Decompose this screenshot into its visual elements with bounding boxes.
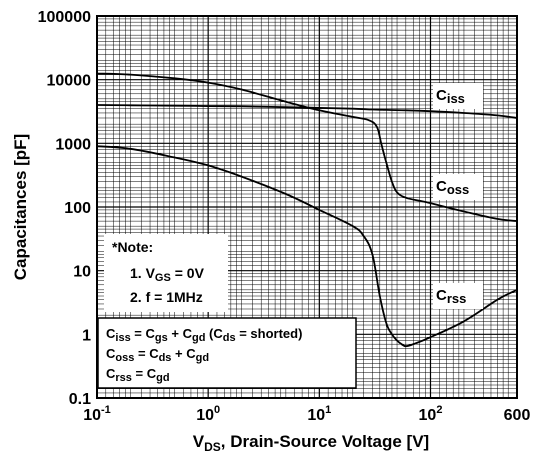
note-box: *Note: 1. VGS = 0V 2. f = 1MHz xyxy=(104,234,228,312)
series-lines xyxy=(96,72,518,348)
series-label-Crss: Crss xyxy=(436,287,466,306)
y-tick-label: 1000 xyxy=(55,136,91,153)
y-tick-label: 10000 xyxy=(47,73,92,90)
x-tick-labels: 10-1 100 101 102 600 xyxy=(83,404,530,424)
y-tick-labels: 0.1 1 10 100 1000 10000 100000 xyxy=(38,9,91,408)
x-tick-label: 100 xyxy=(196,404,220,424)
y-tick-label: 1 xyxy=(82,327,91,344)
definition-line: Coss = Cds + Cgd xyxy=(106,346,209,364)
y-tick-label: 10 xyxy=(73,264,91,281)
series-label-Ciss: Ciss xyxy=(436,87,465,106)
definition-line: Crss = Cgd xyxy=(106,366,170,384)
definition-line: Ciss = Cgs + Cgd (Cds = shorted) xyxy=(106,326,302,344)
note-item: 1. VGS = 0V xyxy=(130,265,205,284)
definitions-box: Ciss = Cgs + Cgd (Cds = shorted) Coss = C… xyxy=(97,317,357,389)
note-item: 2. f = 1MHz xyxy=(130,289,203,305)
y-axis-label: Capacitances [pF] xyxy=(11,134,30,280)
x-tick-label: 600 xyxy=(504,407,531,424)
y-tick-label: 100 xyxy=(64,200,91,217)
series-label-bg xyxy=(433,83,483,109)
x-tick-label: 10-1 xyxy=(83,404,111,424)
x-tick-label: 101 xyxy=(307,404,331,424)
series-line-Ciss xyxy=(96,104,518,119)
note-title: *Note: xyxy=(112,239,153,255)
y-tick-label: 0.1 xyxy=(69,391,91,408)
series-label-bg xyxy=(433,174,483,200)
x-axis-label: VDS, Drain-Source Voltage [V] xyxy=(193,432,429,454)
series-label-bg xyxy=(433,283,483,309)
series-label-Coss: Coss xyxy=(436,178,469,197)
series-line-Coss xyxy=(96,72,518,222)
y-tick-label: 100000 xyxy=(38,9,91,26)
definitions-frame xyxy=(97,317,357,389)
series-line-Crss xyxy=(96,145,518,348)
plot-frame xyxy=(96,15,518,399)
series-labels: Ciss Coss Crss xyxy=(433,83,483,309)
x-tick-label: 102 xyxy=(419,404,443,424)
note-bg xyxy=(104,234,228,312)
